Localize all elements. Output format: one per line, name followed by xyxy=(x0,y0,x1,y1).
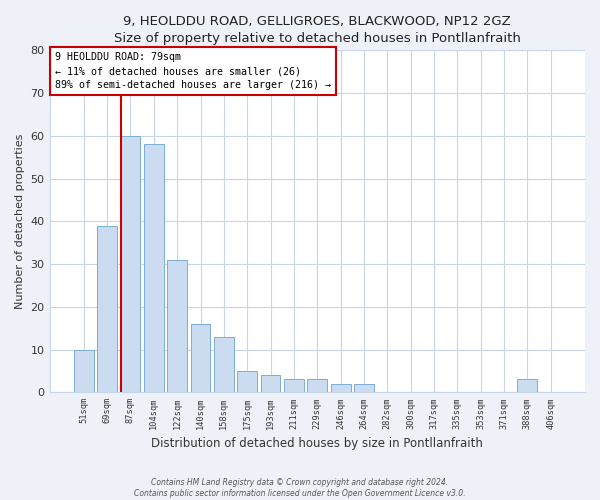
Bar xyxy=(121,136,140,392)
Bar xyxy=(214,336,234,392)
Title: 9, HEOLDDU ROAD, GELLIGROES, BLACKWOOD, NP12 2GZ
Size of property relative to de: 9, HEOLDDU ROAD, GELLIGROES, BLACKWOOD, … xyxy=(114,15,521,45)
Bar xyxy=(284,380,304,392)
Bar xyxy=(307,380,327,392)
Bar xyxy=(191,324,211,392)
Bar xyxy=(517,380,538,392)
Bar xyxy=(167,260,187,392)
Bar xyxy=(97,226,117,392)
Bar xyxy=(354,384,374,392)
Bar xyxy=(74,350,94,393)
Bar xyxy=(144,144,164,392)
Bar xyxy=(260,375,280,392)
Text: 9 HEOLDDU ROAD: 79sqm
← 11% of detached houses are smaller (26)
89% of semi-deta: 9 HEOLDDU ROAD: 79sqm ← 11% of detached … xyxy=(55,52,331,90)
Y-axis label: Number of detached properties: Number of detached properties xyxy=(15,134,25,309)
X-axis label: Distribution of detached houses by size in Pontllanfraith: Distribution of detached houses by size … xyxy=(151,437,483,450)
Text: Contains HM Land Registry data © Crown copyright and database right 2024.
Contai: Contains HM Land Registry data © Crown c… xyxy=(134,478,466,498)
Bar xyxy=(331,384,350,392)
Bar xyxy=(238,371,257,392)
